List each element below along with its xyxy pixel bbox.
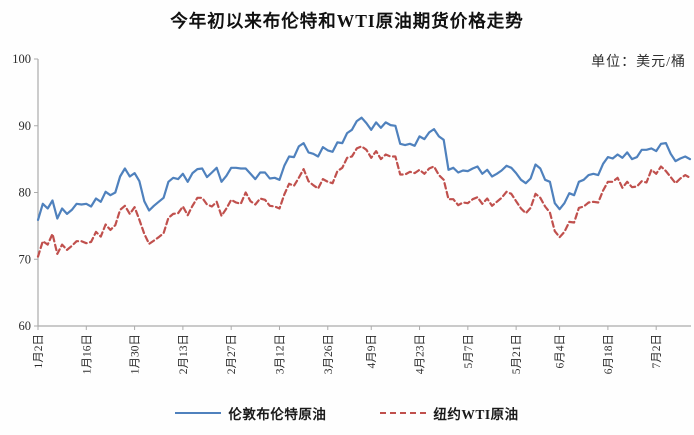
x-tick-label: 2月13日 [178, 334, 190, 374]
brent-line [36, 116, 692, 221]
x-tick-label: 3月26日 [323, 334, 335, 374]
brent-line-swatch [175, 412, 222, 414]
x-tick-label: 4月9日 [366, 334, 378, 369]
x-tick-label: 2月27日 [226, 334, 238, 374]
legend-item-wti: 纽约WTI原油 [380, 403, 518, 423]
y-tick-label: 80 [19, 186, 32, 200]
y-tick-label: 100 [12, 52, 31, 66]
unit-label: 单位：美元/桶 [591, 55, 686, 70]
x-tick-label: 1月30日 [130, 334, 142, 374]
chart-legend: 伦敦布伦特原油 纽约WTI原油 [0, 403, 694, 423]
legend-label-wti: 纽约WTI原油 [433, 407, 519, 422]
chart-title: 今年初以来布伦特和WTI原油期货价格走势 [170, 11, 524, 31]
x-tick-label: 4月23日 [415, 334, 427, 374]
wti-line [36, 145, 692, 258]
y-tick-label: 70 [19, 252, 32, 266]
x-tick-label: 1月2日 [33, 334, 45, 369]
x-tick-label: 7月2日 [651, 334, 663, 369]
y-tick-label: 60 [19, 319, 32, 333]
x-tick-label: 3月12日 [274, 334, 286, 374]
x-tick-label: 1月16日 [81, 334, 93, 374]
legend-label-brent: 伦敦布伦特原油 [228, 407, 327, 422]
x-tick-label: 5月21日 [511, 334, 523, 374]
y-tick-label: 90 [19, 119, 32, 133]
x-tick-label: 6月4日 [555, 334, 567, 369]
legend-item-brent: 伦敦布伦特原油 [175, 403, 326, 423]
wti-line-swatch [380, 412, 427, 414]
x-tick-label: 5月7日 [463, 334, 475, 369]
x-tick-label: 6月18日 [603, 334, 615, 374]
